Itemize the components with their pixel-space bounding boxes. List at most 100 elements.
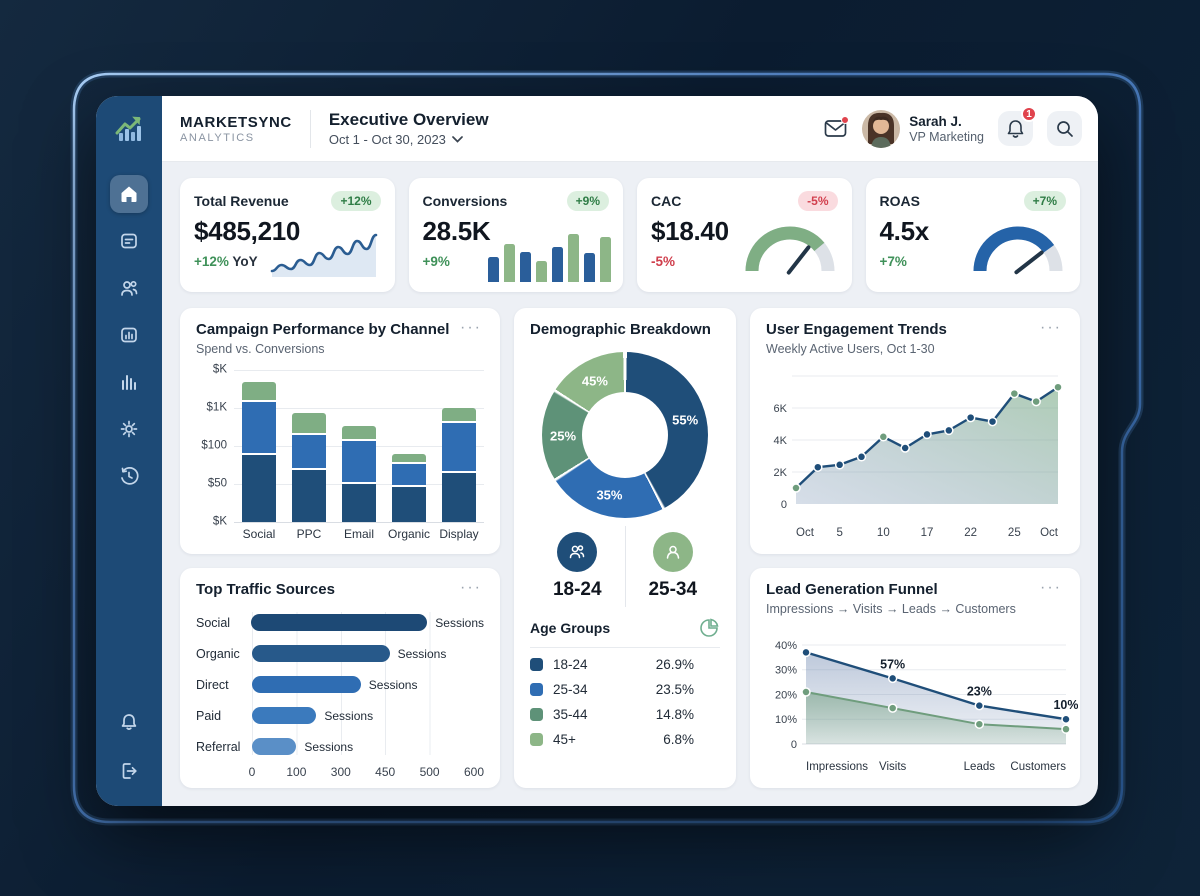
bar-segment — [392, 487, 426, 522]
kpi-card-cac: CAC -5% $18.40 -5% — [637, 178, 852, 292]
card-subtitle: Spend vs. Conversions — [196, 342, 325, 356]
kebab-menu-button[interactable]: ··· — [1040, 319, 1062, 336]
mail-unread-dot — [841, 115, 850, 124]
y-axis-label: $K — [212, 363, 227, 376]
age-stat-row: 18-24 25-34 — [530, 526, 720, 607]
sidebar-nav — [110, 175, 148, 495]
traffic-row: Paid Sessions — [196, 705, 484, 726]
bar-segment — [442, 473, 476, 522]
notifications-button[interactable]: 1 — [998, 106, 1037, 146]
kpi-value: $18.40 — [651, 216, 729, 246]
card-title: User Engagement Trends — [766, 321, 947, 338]
sidebar-item-report[interactable] — [110, 222, 148, 260]
svg-text:Impressions: Impressions — [806, 761, 868, 773]
mini-bar — [520, 252, 531, 282]
mail-button[interactable] — [822, 115, 850, 142]
age-stat-value: 25-34 — [648, 579, 698, 600]
traffic-unit-label: Sessions — [368, 677, 418, 692]
donut-segment-label: 55% — [672, 412, 699, 428]
x-axis-tick: 0 — [248, 765, 256, 779]
sidebar-item-history[interactable] — [110, 457, 148, 495]
x-axis-label: PPC — [296, 527, 322, 541]
sidebar-item-bell[interactable] — [110, 704, 148, 742]
svg-text:25: 25 — [1008, 527, 1021, 539]
histogram-icon — [122, 375, 136, 390]
bell-icon — [1007, 119, 1024, 138]
sidebar-item-histogram[interactable] — [110, 363, 148, 401]
svg-text:20%: 20% — [775, 689, 797, 701]
report-icon — [121, 233, 137, 249]
stacked-bar — [442, 408, 476, 522]
sidebar-item-settings[interactable] — [110, 410, 148, 448]
svg-text:0: 0 — [791, 739, 797, 751]
traffic-row: Direct Sessions — [196, 674, 484, 695]
content-area: Total Revenue +12% $485,210 +12% YoY Con… — [162, 162, 1098, 806]
kebab-menu-button[interactable]: ··· — [460, 579, 482, 596]
chart-panel-icon — [121, 327, 137, 343]
donut-chart: 55% 35% 25% 45% — [542, 352, 708, 518]
horizontal-bar-chart: Social Sessions Organic Sessions Direct Sessi… — [196, 612, 484, 779]
bar-segment — [242, 455, 276, 522]
x-axis-tick: 100 — [286, 765, 307, 779]
legend-row: 35-44 14.8% — [530, 707, 720, 722]
search-button[interactable] — [1047, 111, 1082, 146]
kebab-menu-button[interactable]: ··· — [460, 319, 482, 336]
stacked-bar — [292, 412, 326, 522]
card-title: Lead Generation Funnel — [766, 581, 938, 598]
mini-bar — [552, 247, 563, 282]
search-icon — [1056, 120, 1073, 137]
bar-segment — [242, 401, 276, 456]
kpi-card-total-revenue: Total Revenue +12% $485,210 +12% YoY — [180, 178, 395, 292]
svg-text:10: 10 — [877, 527, 890, 539]
svg-text:Customers: Customers — [1010, 761, 1066, 773]
age-stat: 18-24 — [530, 526, 625, 607]
traffic-bar — [252, 645, 390, 662]
date-range-selector[interactable]: Oct 1 - Oct 30, 2023 — [329, 132, 489, 147]
kpi-card-roas: ROAS +7% 4.5x +7% — [865, 178, 1080, 292]
card-subtitle: Impressions → Visits → Leads → Customers — [766, 602, 1016, 616]
x-axis-tick: 300 — [330, 765, 351, 779]
card-title: Campaign Performance by Channel — [196, 321, 450, 338]
bar-segment — [292, 412, 326, 436]
x-axis-label: Social — [242, 527, 276, 541]
bar-segment — [292, 435, 326, 471]
kebab-menu-button[interactable]: ··· — [1040, 579, 1062, 596]
x-axis-ticks: 0 100 300 450 500 600 — [248, 765, 488, 779]
sidebar-item-home[interactable] — [110, 175, 148, 213]
sidebar-item-logout[interactable] — [110, 752, 148, 790]
x-axis-label: Email — [343, 527, 374, 541]
bar-segment — [342, 441, 376, 484]
gridline — [234, 408, 484, 409]
chevron-down-icon — [452, 136, 463, 143]
pie-chart-icon — [700, 618, 719, 637]
date-range-value: Oct 1 - Oct 30, 2023 — [328, 132, 446, 147]
conversions-mini-bars — [488, 220, 611, 282]
sidebar-item-chart-panel[interactable] — [110, 316, 148, 354]
app-logo-icon[interactable] — [109, 109, 149, 149]
traffic-row: Social Sessions — [196, 612, 484, 633]
bar-segment — [442, 423, 476, 474]
sidebar-bottom — [110, 704, 148, 790]
svg-text:23%: 23% — [967, 685, 992, 699]
svg-text:30%: 30% — [775, 665, 797, 677]
svg-text:Oct: Oct — [796, 527, 815, 539]
card-subtitle: Weekly Active Users, Oct 1-30 — [766, 342, 935, 356]
kpi-row: Total Revenue +12% $485,210 +12% YoY Con… — [180, 178, 1080, 292]
sidebar-item-audience[interactable] — [110, 269, 148, 307]
bar-segment — [292, 470, 326, 522]
avatar — [862, 109, 901, 148]
traffic-unit-label: Sessions — [397, 646, 447, 661]
revenue-sparkline — [265, 219, 383, 282]
y-axis-label: $100 — [201, 439, 227, 452]
traffic-unit-label: Sessions — [324, 708, 374, 723]
svg-text:Visits: Visits — [879, 761, 907, 773]
funnel-card: Lead Generation Funnel Impressions → Vis… — [750, 568, 1080, 788]
svg-text:4K: 4K — [774, 435, 788, 447]
x-axis-tick: 600 — [463, 765, 485, 779]
legend-swatch — [530, 733, 543, 746]
user-profile[interactable]: Sarah J. VP Marketing — [862, 109, 984, 148]
demographic-card: Demographic Breakdown 55% 35% 25% 45% 18-24… — [514, 308, 736, 788]
audience-icon — [121, 280, 138, 296]
legend-swatch — [530, 683, 543, 696]
page-title: Executive Overview — [328, 110, 489, 129]
